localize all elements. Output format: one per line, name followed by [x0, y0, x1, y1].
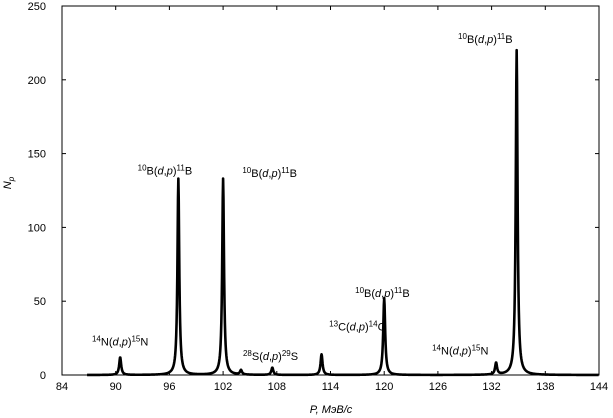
reaction-label: 10B(d,p)11B [355, 286, 410, 300]
y-tick-label: 0 [40, 370, 46, 382]
annotations: 14N(d,p)15N 10B(d,p)11B 10B(d,p)11B 28S(d,p… [92, 32, 513, 363]
y-tick-label: 150 [28, 149, 46, 161]
y-tick-label: 200 [28, 75, 46, 87]
x-tick-label: 108 [268, 381, 286, 393]
reaction-label: 14N(d,p)15N [92, 334, 148, 348]
y-tick-label: 250 [28, 1, 46, 13]
x-tick-label: 132 [482, 381, 500, 393]
y-axis-title: Np [2, 176, 16, 189]
x-tick-label: 138 [536, 381, 554, 393]
x-tick-label: 84 [56, 381, 68, 393]
x-tick-label: 102 [214, 381, 232, 393]
x-tick-label: 120 [375, 381, 393, 393]
y-tick-label: 50 [34, 296, 46, 308]
reaction-label: 13C(d,p)14C [329, 320, 385, 334]
x-axis-title: P, МэВ/с [310, 404, 353, 416]
x-tick-label: 114 [322, 381, 340, 393]
reaction-label: 10B(d,p)11B [138, 163, 193, 177]
series [86, 48, 600, 377]
ticks: 84 90 96 102 108 114 120 126 132 138 144 0 50 100 150 2… [28, 1, 609, 393]
x-tick-label: 144 [590, 381, 608, 393]
y-tick-label: 100 [28, 222, 46, 234]
reaction-label: 28S(d,p)29S [243, 349, 298, 363]
x-tick-label: 126 [429, 381, 447, 393]
reaction-label: 14N(d,p)15N [432, 343, 488, 357]
reaction-label: 10B(d,p)11B [242, 166, 297, 180]
spectrum-line [86, 48, 600, 377]
reaction-label: 10B(d,p)11B [458, 32, 513, 46]
x-tick-label: 96 [163, 381, 175, 393]
x-tick-label: 90 [110, 381, 122, 393]
